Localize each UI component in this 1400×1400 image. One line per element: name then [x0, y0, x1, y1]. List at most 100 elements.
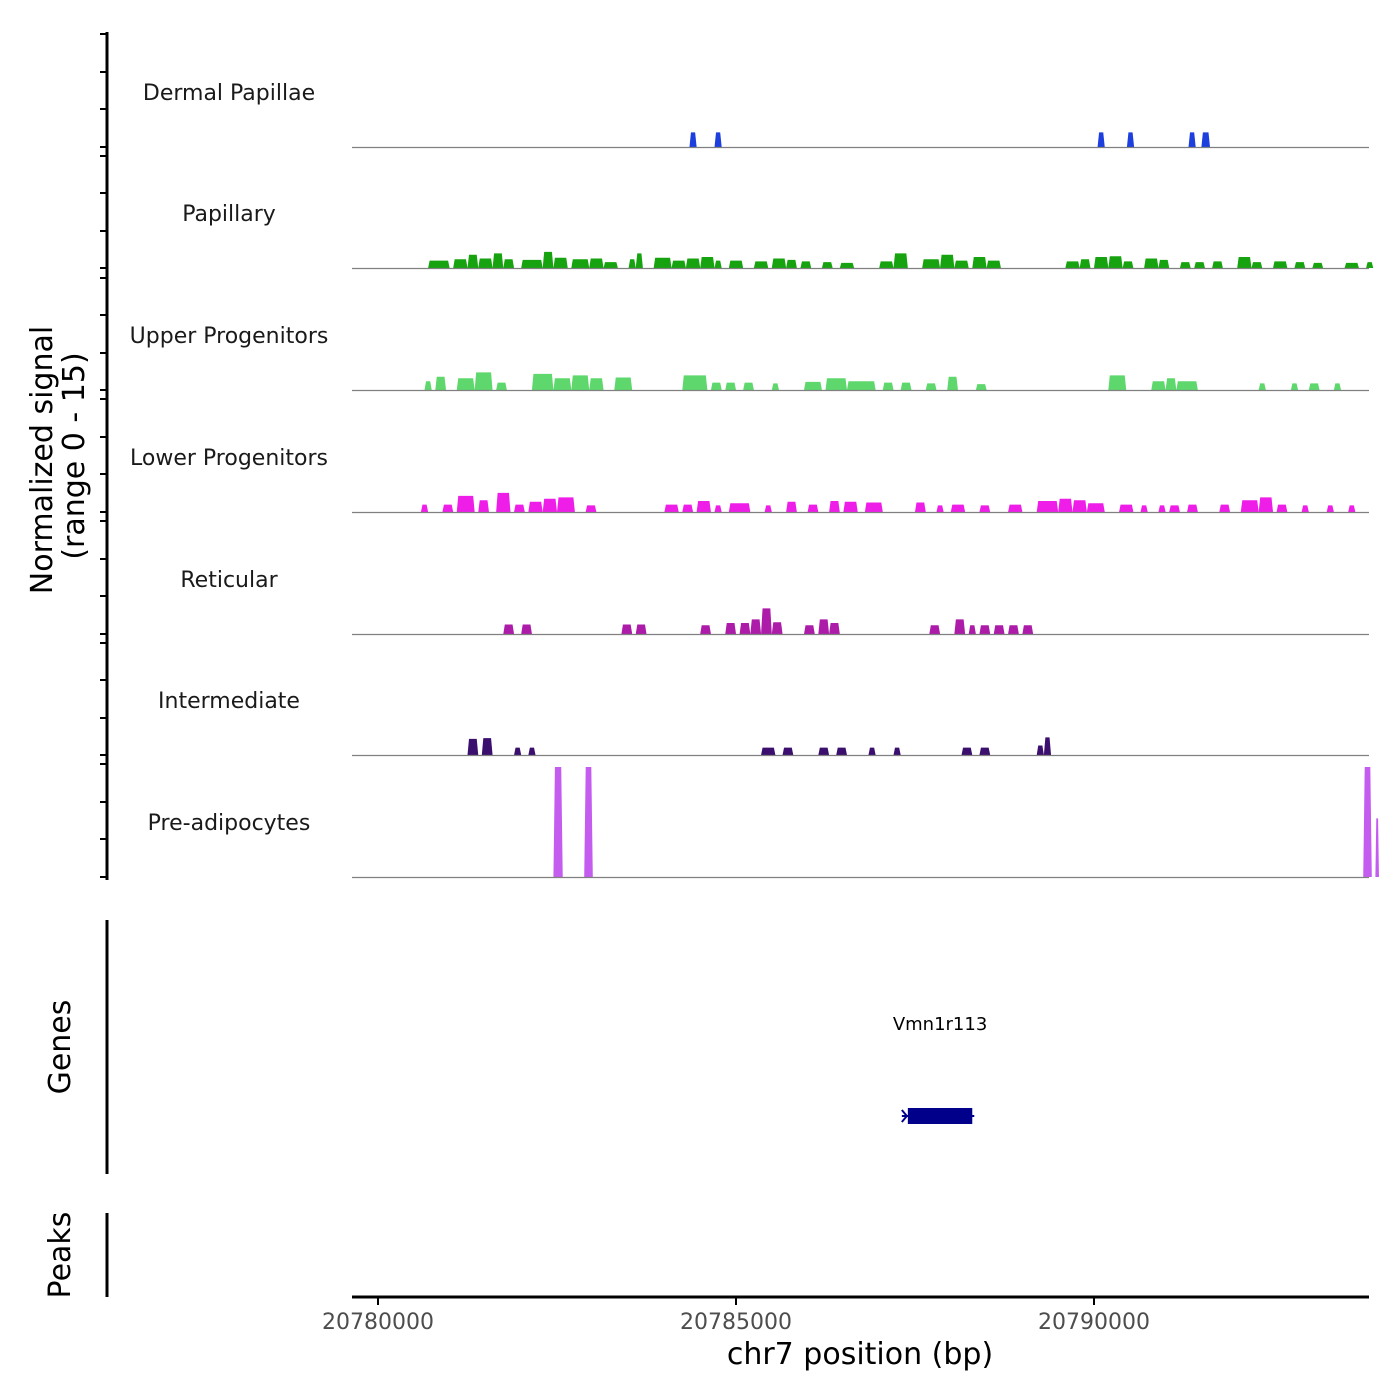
signal-peak	[542, 251, 554, 268]
signal-peak	[771, 258, 787, 268]
signal-peak	[761, 747, 776, 755]
signal-peak	[1219, 504, 1231, 512]
signal-peak	[628, 259, 636, 268]
signal-peak	[474, 372, 493, 390]
signal-peak	[761, 608, 772, 634]
signal-peak	[1312, 262, 1324, 268]
signal-peak	[1058, 498, 1073, 512]
signal-peak	[521, 259, 543, 268]
signal-peak	[800, 261, 812, 268]
signal-peak	[821, 262, 833, 268]
signal-axis	[100, 32, 109, 880]
signal-peak	[829, 501, 840, 512]
signal-peak	[1179, 262, 1191, 268]
signal-peak	[521, 624, 532, 634]
signal-peak	[435, 376, 447, 390]
signal-peak	[804, 381, 822, 390]
signal-peak	[671, 260, 686, 268]
signal-peak	[915, 502, 926, 512]
genes-panel: Genes Vmn1r113	[43, 920, 987, 1174]
signal-peak	[1201, 132, 1210, 147]
signal-peak	[584, 767, 593, 877]
signal-peak	[467, 254, 479, 268]
gene-name-label: Vmn1r113	[893, 1014, 987, 1035]
x-tick-label: 20785000	[680, 1310, 792, 1335]
signal-peak	[728, 503, 751, 512]
signal-peak	[750, 619, 762, 634]
signal-peak	[961, 747, 973, 755]
signal-peak	[979, 747, 991, 755]
signal-peak	[714, 132, 722, 147]
signal-peak	[442, 504, 454, 512]
signal-peak	[542, 498, 557, 512]
signal-peak	[1140, 505, 1148, 512]
signal-peak	[929, 625, 941, 634]
signal-peak	[557, 497, 575, 512]
signal-peak	[1043, 737, 1052, 755]
signal-peak	[879, 261, 894, 268]
signal-peak	[893, 253, 908, 268]
signal-peak	[1022, 625, 1034, 634]
signal-peak	[1122, 261, 1134, 268]
x-tick-label: 20790000	[1038, 1310, 1150, 1335]
track-label: Lower Progenitors	[130, 446, 328, 471]
signal-peak	[804, 625, 815, 634]
signal-peak	[456, 495, 475, 512]
signal-peak	[1094, 257, 1109, 268]
signal-peak	[864, 502, 883, 512]
signal-peak	[893, 747, 901, 755]
signal-peak	[1119, 504, 1134, 512]
signal-peak	[1375, 818, 1379, 877]
signal-peak	[786, 501, 797, 512]
signal-peak	[936, 505, 944, 512]
genes-panel-label: Genes	[43, 1000, 78, 1095]
signal-peak	[456, 378, 475, 390]
gene-vmn1r113: Vmn1r113	[893, 1014, 987, 1124]
signal-peak	[503, 259, 515, 268]
signal-peak	[653, 257, 672, 268]
signal-peak	[1308, 383, 1320, 390]
signal-peak	[940, 254, 955, 268]
signal-peak	[1194, 262, 1205, 268]
y-axis-title-line1: Normalized signal	[25, 326, 60, 594]
signal-peak	[571, 259, 590, 268]
signal-peak	[603, 262, 618, 268]
signal-peak	[1008, 625, 1019, 634]
peaks-panel: Peaks	[43, 1212, 109, 1298]
signal-tracks: Dermal Papillae Papillary Upper Progenitor…	[130, 81, 1379, 879]
gene-exon	[907, 1108, 973, 1124]
signal-peak	[1276, 504, 1288, 512]
signal-peak	[753, 261, 769, 268]
signal-peak	[1008, 504, 1023, 512]
signal-peak	[585, 505, 597, 512]
signal-peak	[1158, 259, 1170, 268]
signal-peak	[1290, 383, 1299, 390]
x-tick-label: 20780000	[322, 1310, 434, 1335]
signal-peak	[979, 625, 991, 634]
signal-peak	[1165, 378, 1177, 390]
signal-peak	[1294, 262, 1306, 268]
signal-peak	[467, 738, 479, 755]
track-label: Dermal Papillae	[143, 81, 315, 106]
track-reticular: Reticular	[180, 568, 1369, 636]
signal-peak	[689, 132, 697, 147]
signal-peak	[478, 258, 493, 268]
signal-peak	[1258, 383, 1266, 390]
signal-peak	[714, 260, 722, 268]
track-dermal-papillae: Dermal Papillae	[143, 81, 1369, 149]
signal-peak	[947, 376, 958, 390]
signal-peak	[725, 623, 736, 634]
signal-peak	[1366, 262, 1374, 268]
signal-peak	[739, 623, 751, 634]
signal-peak	[1237, 257, 1252, 268]
signal-peak	[786, 259, 797, 268]
signal-peak	[1151, 381, 1166, 390]
signal-peak	[614, 377, 633, 390]
signal-peak	[664, 504, 679, 512]
signal-peak	[968, 625, 976, 634]
signal-peak	[589, 378, 604, 390]
signal-peak	[1188, 132, 1196, 147]
signal-peak	[1187, 504, 1198, 512]
signal-peak	[1169, 505, 1180, 512]
